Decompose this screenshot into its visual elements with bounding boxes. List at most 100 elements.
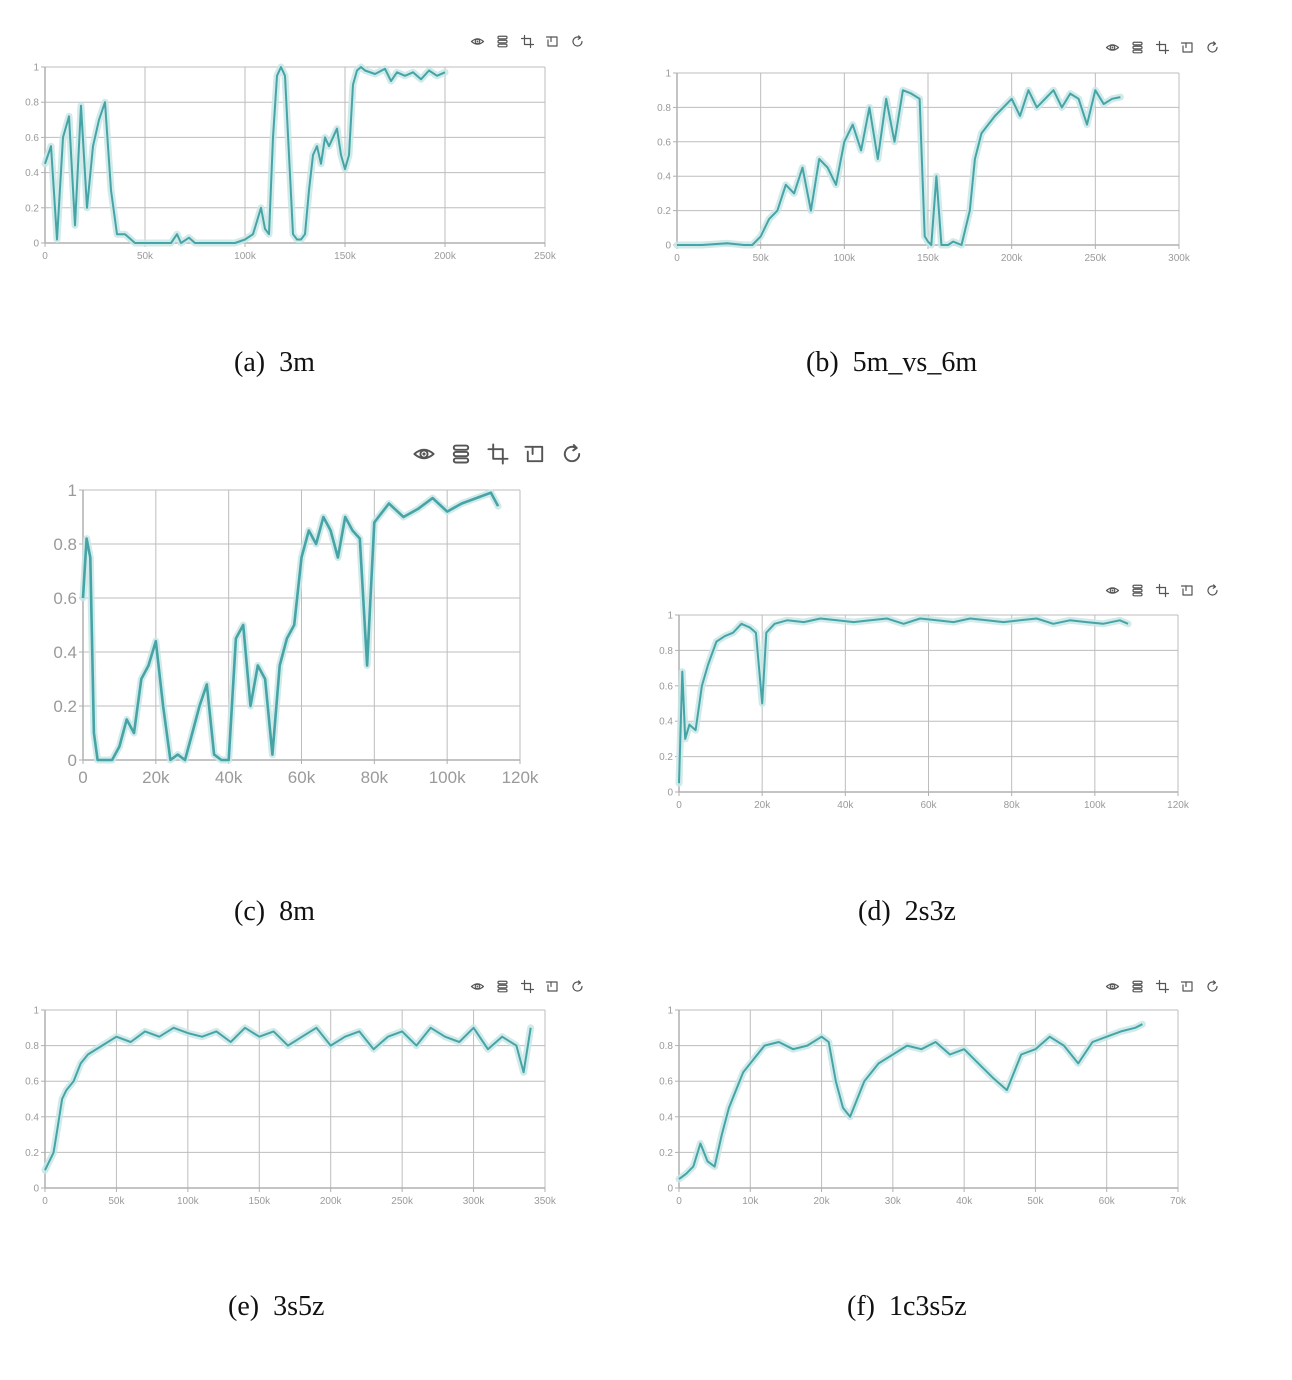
y-tick-label: 0 [665,241,671,252]
layers-icon[interactable] [1130,583,1145,598]
series-raw-band [41,1024,535,1174]
y-tick-label: 0.6 [659,1077,673,1088]
y-tick-label: 0 [667,1184,673,1195]
x-tick-label: 0 [42,251,48,262]
eye-icon[interactable] [412,442,436,466]
layers-icon[interactable] [1130,979,1145,994]
chart-toolbar [1105,40,1220,55]
chart-panel-c: 0 20k 40k 60k 80k 100k 120k 0 0.2 0.4 0.6 0.8 1 [43,481,540,790]
y-tick-label: 1 [665,69,671,80]
refresh-icon[interactable] [1205,979,1220,994]
refresh-icon[interactable] [560,442,584,466]
chart-svg: 0 20k 40k 60k 80k 100k 120k 0 0.2 0.4 0.6 0.8 1 [53,481,539,787]
x-tick-label: 350k [534,1196,557,1207]
x-tick-label: 0 [42,1196,48,1207]
x-tick-label: 250k [391,1196,414,1207]
x-tick-label: 100k [429,768,466,787]
restore-icon[interactable] [545,34,560,49]
x-tick-label: 250k [534,251,557,262]
x-tick-label: 150k [917,253,940,264]
y-tick-label: 0.2 [659,752,673,763]
y-tick-label: 0 [68,751,77,770]
y-tick-label: 0.8 [659,1041,673,1052]
y-tick-label: 0.6 [657,137,671,148]
restore-icon[interactable] [1180,40,1195,55]
x-tick-label: 0 [676,800,682,811]
chart-toolbar [412,442,584,466]
y-tick-label: 0.2 [53,697,77,716]
x-tick-label: 120k [502,768,539,787]
y-tick-label: 0.6 [659,681,673,692]
restore-icon[interactable] [1180,583,1195,598]
y-tick-label: 1 [667,1006,673,1017]
x-tick-label: 10k [742,1196,759,1207]
refresh-icon[interactable] [570,979,585,994]
x-tick-label: 40k [215,768,243,787]
refresh-icon[interactable] [1205,583,1220,598]
y-tick-label: 0.4 [659,717,673,728]
x-tick-label: 20k [754,800,771,811]
crop-icon[interactable] [520,979,535,994]
x-tick-label: 40k [956,1196,973,1207]
chart-toolbar [470,979,585,994]
x-tick-label: 300k [1168,253,1191,264]
chart-toolbar [1105,979,1220,994]
refresh-icon[interactable] [1205,40,1220,55]
y-tick-label: 0 [667,788,673,799]
x-tick-label: 50k [1027,1196,1044,1207]
eye-icon[interactable] [1105,583,1120,598]
x-tick-label: 300k [463,1196,486,1207]
y-tick-label: 0.4 [25,1112,39,1123]
chart-svg: 0 50k 100k 150k 200k 250k 300k 350k 0 0.2 0.4 0.6 0.… [25,1006,557,1208]
chart-toolbar [1105,583,1220,598]
eye-icon[interactable] [1105,40,1120,55]
x-tick-label: 200k [320,1196,343,1207]
layers-icon[interactable] [1130,40,1145,55]
y-tick-label: 0 [33,239,39,250]
crop-icon[interactable] [520,34,535,49]
y-tick-label: 0.4 [659,1112,673,1123]
x-tick-label: 80k [361,768,389,787]
crop-icon[interactable] [486,442,510,466]
x-tick-label: 100k [1084,800,1107,811]
restore-icon[interactable] [545,979,560,994]
series-line [44,66,446,244]
x-tick-label: 0 [78,768,87,787]
caption-f: (f) 1c3s5z [847,1291,967,1322]
y-tick-label: 0.8 [659,646,673,657]
y-tick-label: 0 [33,1184,39,1195]
restore-icon[interactable] [1180,979,1195,994]
y-tick-label: 0.8 [657,103,671,114]
restore-icon[interactable] [523,442,547,466]
chart-panel-a: 0 50k 100k 150k 200k 250k 0 0.2 0.4 0.6 0.8 1 [5,61,565,273]
caption-b: (b) 5m_vs_6m [806,347,978,378]
chart-svg: 0 10k 20k 30k 40k 50k 60k 70k 0 0.2 0.4 0.6 0.8 1 [659,1006,1187,1208]
chart-svg: 0 20k 40k 60k 80k 100k 120k 0 0.2 0.4 0.6 0.8 1 [659,611,1190,812]
series-line [44,1026,532,1171]
y-tick-label: 0.6 [53,589,77,608]
x-tick-label: 120k [1167,800,1190,811]
layers-icon[interactable] [495,34,510,49]
y-tick-label: 0.4 [657,172,671,183]
x-tick-label: 50k [108,1196,125,1207]
x-tick-label: 100k [833,253,856,264]
x-tick-label: 70k [1170,1196,1187,1207]
layers-icon[interactable] [495,979,510,994]
crop-icon[interactable] [1155,583,1170,598]
x-tick-label: 30k [885,1196,902,1207]
y-tick-label: 0.2 [659,1148,673,1159]
eye-icon[interactable] [470,979,485,994]
crop-icon[interactable] [1155,40,1170,55]
crop-icon[interactable] [1155,979,1170,994]
refresh-icon[interactable] [570,34,585,49]
series-line [678,617,1129,784]
eye-icon[interactable] [1105,979,1120,994]
chart-svg: 0 50k 100k 150k 200k 250k 0 0.2 0.4 0.6 0.8 1 [25,63,557,263]
chart-panel-b: 0 50k 100k 150k 200k 250k 300k 0 0.2 0.4 0.6 0.8 1 [637,67,1199,275]
y-tick-label: 0.8 [53,535,77,554]
layers-icon[interactable] [449,442,473,466]
chart-panel-d: 0 20k 40k 60k 80k 100k 120k 0 0.2 0.4 0.6 0.8 1 [639,609,1198,822]
chart-svg: 0 50k 100k 150k 200k 250k 300k 0 0.2 0.4 0.6 0.8 1 [657,69,1191,265]
y-tick-label: 1 [33,63,39,74]
eye-icon[interactable] [470,34,485,49]
